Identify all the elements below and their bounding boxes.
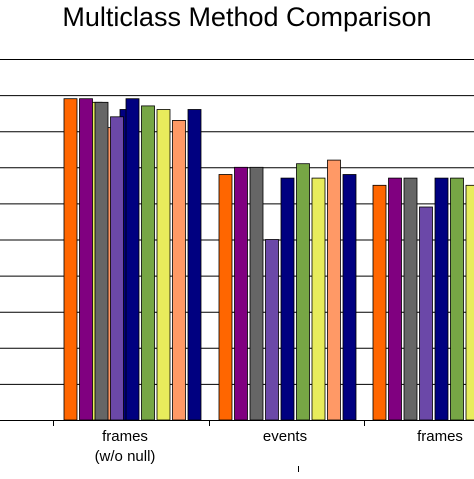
bar [249, 166, 264, 421]
bar [218, 174, 233, 421]
bar [110, 116, 124, 421]
bar [172, 120, 186, 421]
bar [79, 98, 93, 421]
bar [187, 109, 202, 421]
bar [327, 159, 341, 421]
bar [234, 166, 248, 421]
bar [156, 109, 171, 421]
bar [63, 98, 78, 421]
bar [388, 177, 402, 421]
bar [450, 177, 464, 421]
bar [141, 105, 155, 421]
bar [342, 174, 357, 421]
bar [434, 177, 449, 421]
bar [94, 101, 109, 421]
bar [403, 177, 418, 421]
x-tick-label: frames [102, 428, 148, 445]
chart-title: Multiclass Method Comparison [62, 2, 432, 32]
bar [465, 184, 474, 421]
x-tick-label: (w/o null) [95, 448, 156, 465]
bar [419, 206, 433, 421]
bar [265, 239, 279, 421]
x-tick-label: frames [417, 428, 463, 445]
bar [280, 177, 295, 421]
bar [372, 184, 387, 421]
bar [125, 98, 140, 421]
bar [311, 177, 326, 421]
x-tick-label: events [263, 428, 307, 445]
bar [296, 163, 310, 421]
